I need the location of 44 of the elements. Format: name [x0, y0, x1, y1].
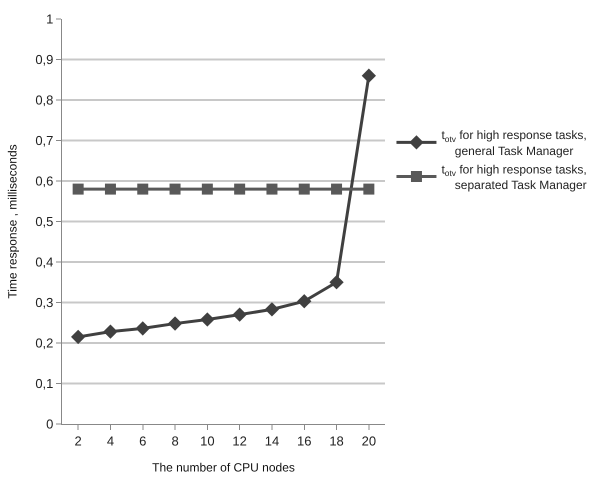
y-axis-title: Time response , milliseconds	[6, 144, 20, 299]
point	[71, 330, 86, 344]
point	[200, 312, 214, 327]
y-tick-label: 0,9	[35, 52, 54, 68]
x-tick-label: 6	[139, 434, 146, 449]
y-tick-label: 0,4	[35, 254, 54, 270]
point	[104, 184, 116, 195]
point	[297, 294, 312, 308]
y-tick-label: 0,5	[35, 214, 54, 230]
point	[136, 321, 150, 336]
y-tick-label: 0,7	[35, 133, 54, 148]
y-tick-label: 0	[46, 416, 54, 432]
point	[168, 316, 182, 331]
point	[232, 308, 247, 322]
x-tick-label: 14	[264, 434, 280, 449]
point	[329, 275, 344, 290]
y-tick-label: 0,2	[35, 336, 54, 351]
point	[362, 68, 376, 83]
point	[363, 184, 374, 195]
point	[137, 184, 148, 195]
point	[266, 184, 278, 195]
x-axis-title: The number of CPU nodes	[152, 460, 295, 474]
y-tick-label: 0,8	[35, 92, 54, 108]
x-tick-label: 18	[329, 434, 344, 449]
y-tick-label: 0,6	[35, 174, 54, 189]
point	[202, 184, 213, 195]
point	[234, 184, 246, 195]
x-tick-label: 8	[171, 434, 179, 449]
x-tick-label: 10	[200, 434, 215, 449]
x-tick-label: 4	[106, 434, 114, 449]
point	[72, 184, 84, 195]
y-tick-label: 1	[46, 12, 54, 27]
point	[331, 184, 342, 195]
point	[264, 302, 280, 317]
point	[170, 184, 181, 195]
y-tick-label: 0,3	[35, 295, 54, 310]
x-tick-label: 12	[232, 434, 247, 449]
point	[298, 184, 310, 195]
x-tick-label: 16	[297, 434, 312, 449]
y-tick-label: 0,1	[35, 376, 54, 392]
legend-label: t$_{otv}$ for high response tasks, separated Task Manager	[441, 162, 587, 192]
x-tick-label: 2	[74, 434, 82, 449]
point	[103, 324, 118, 339]
x-tick-label: 20	[362, 434, 376, 449]
